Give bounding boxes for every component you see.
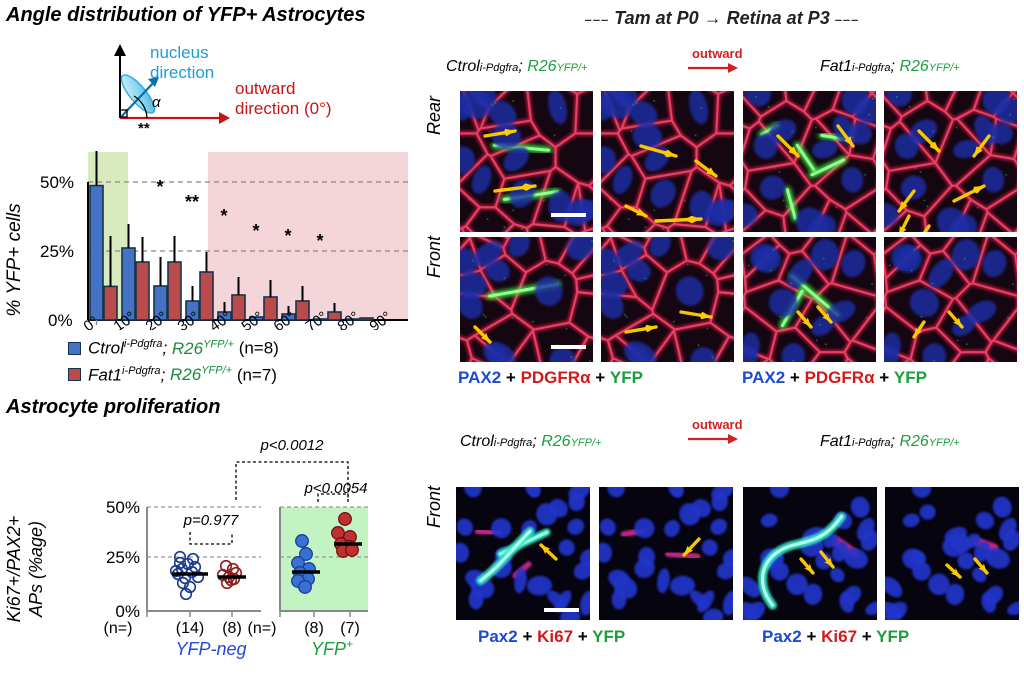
svg-text:p<0.0054: p<0.0054 [304, 480, 368, 497]
svg-text:(8): (8) [222, 620, 242, 637]
svg-text:*: * [156, 177, 163, 197]
svg-text:0%: 0% [48, 311, 73, 330]
svg-text:(n=): (n=) [104, 620, 133, 637]
svg-text:(7): (7) [340, 620, 360, 637]
svg-text:*: * [316, 231, 323, 251]
svg-text:(14): (14) [176, 620, 204, 637]
svg-text:APs (%age): APs (%age) [26, 521, 46, 618]
svg-text:*: * [284, 226, 291, 246]
svg-text:YFP-neg: YFP-neg [175, 639, 246, 659]
svg-text:*: * [252, 221, 259, 241]
svg-text:50%: 50% [106, 498, 140, 517]
svg-text:direction: direction [150, 63, 214, 82]
svg-text:50%: 50% [40, 173, 74, 192]
svg-text:direction (0°): direction (0°) [235, 99, 332, 118]
svg-text:25%: 25% [40, 242, 74, 261]
svg-text:*: * [220, 206, 227, 226]
svg-text:**: ** [185, 192, 199, 212]
svg-text:Ki67+/PAX2+: Ki67+/PAX2+ [4, 516, 24, 623]
svg-text:% YFP+ cells: % YFP+ cells [4, 203, 25, 317]
svg-text:**: ** [138, 120, 150, 137]
svg-text:outward: outward [235, 79, 295, 98]
svg-text:α: α [152, 94, 161, 111]
svg-text:(8): (8) [304, 620, 324, 637]
svg-text:YFP+: YFP+ [311, 637, 353, 659]
svg-text:p=0.977: p=0.977 [183, 512, 239, 529]
svg-text:0%: 0% [115, 602, 140, 621]
svg-text:p<0.0012: p<0.0012 [260, 437, 325, 454]
svg-text:(n=): (n=) [248, 620, 277, 637]
svg-text:nucleus: nucleus [150, 43, 209, 62]
svg-text:25%: 25% [106, 548, 140, 567]
